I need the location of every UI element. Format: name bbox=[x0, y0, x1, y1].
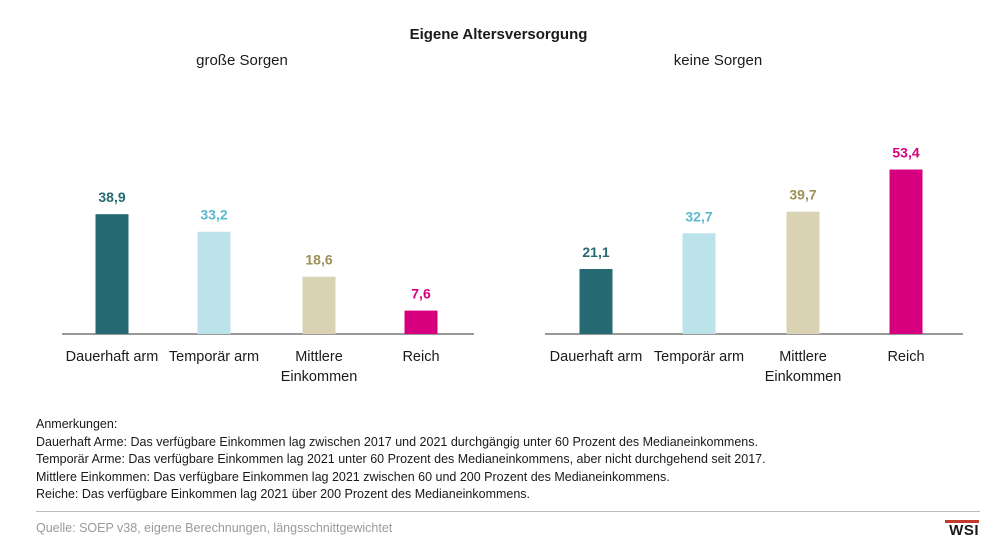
notes-heading: Anmerkungen: bbox=[36, 417, 118, 431]
bar-0-2 bbox=[302, 276, 336, 334]
bar-1-3 bbox=[889, 169, 923, 334]
value-label: 33,2 bbox=[200, 207, 227, 223]
bar-charts: 38,9 Dauerhaft arm 33,2 Temporär arm 18,6 Mit… bbox=[62, 145, 963, 385]
note-line: Mittlere Einkommen: Das verfügbare Einko… bbox=[36, 469, 670, 484]
logo-accent-bar bbox=[945, 520, 979, 523]
notes: Anmerkungen: Dauerhaft Arme: Das verfügb… bbox=[36, 416, 766, 504]
bar-1-2 bbox=[786, 211, 820, 334]
value-label: 38,9 bbox=[98, 189, 125, 205]
note-line: Dauerhaft Arme: Das verfügbare Einkommen… bbox=[36, 434, 758, 449]
value-label: 7,6 bbox=[411, 286, 431, 302]
bar-1-0 bbox=[579, 269, 613, 334]
value-label: 39,7 bbox=[789, 187, 816, 203]
category-label: Reich bbox=[887, 349, 924, 365]
bar-0-3 bbox=[404, 310, 438, 334]
category-label: Temporär arm bbox=[654, 349, 744, 365]
value-label: 32,7 bbox=[685, 208, 712, 224]
chart-title: Eigene Altersversorgung bbox=[409, 26, 588, 43]
note-line: Reiche: Das verfügbare Einkommen lag 202… bbox=[36, 487, 531, 501]
footer-divider bbox=[36, 511, 980, 512]
category-label: Dauerhaft arm bbox=[66, 349, 159, 365]
category-label: Temporär arm bbox=[169, 349, 259, 365]
bar-1-1 bbox=[682, 233, 716, 334]
value-label: 18,6 bbox=[305, 252, 332, 268]
note-line: Temporär Arme: Das verfügbare Einkommen … bbox=[36, 452, 766, 466]
category-label: Mittlere Einkommen bbox=[765, 349, 842, 385]
category-label: Mittlere Einkommen bbox=[281, 349, 358, 385]
category-label: Dauerhaft arm bbox=[550, 349, 643, 365]
value-label: 21,1 bbox=[582, 244, 609, 260]
panel-title-keine-sorgen: keine Sorgen bbox=[673, 52, 763, 69]
source-text: Quelle: SOEP v38, eigene Berechnungen, l… bbox=[36, 521, 393, 535]
panel-title-grosse-sorgen: große Sorgen bbox=[196, 52, 288, 69]
value-label: 53,4 bbox=[892, 145, 919, 161]
bar-0-1 bbox=[197, 231, 231, 334]
bar-0-0 bbox=[95, 214, 129, 334]
category-label: Reich bbox=[402, 349, 439, 365]
wsi-logo: WSI bbox=[949, 522, 979, 539]
